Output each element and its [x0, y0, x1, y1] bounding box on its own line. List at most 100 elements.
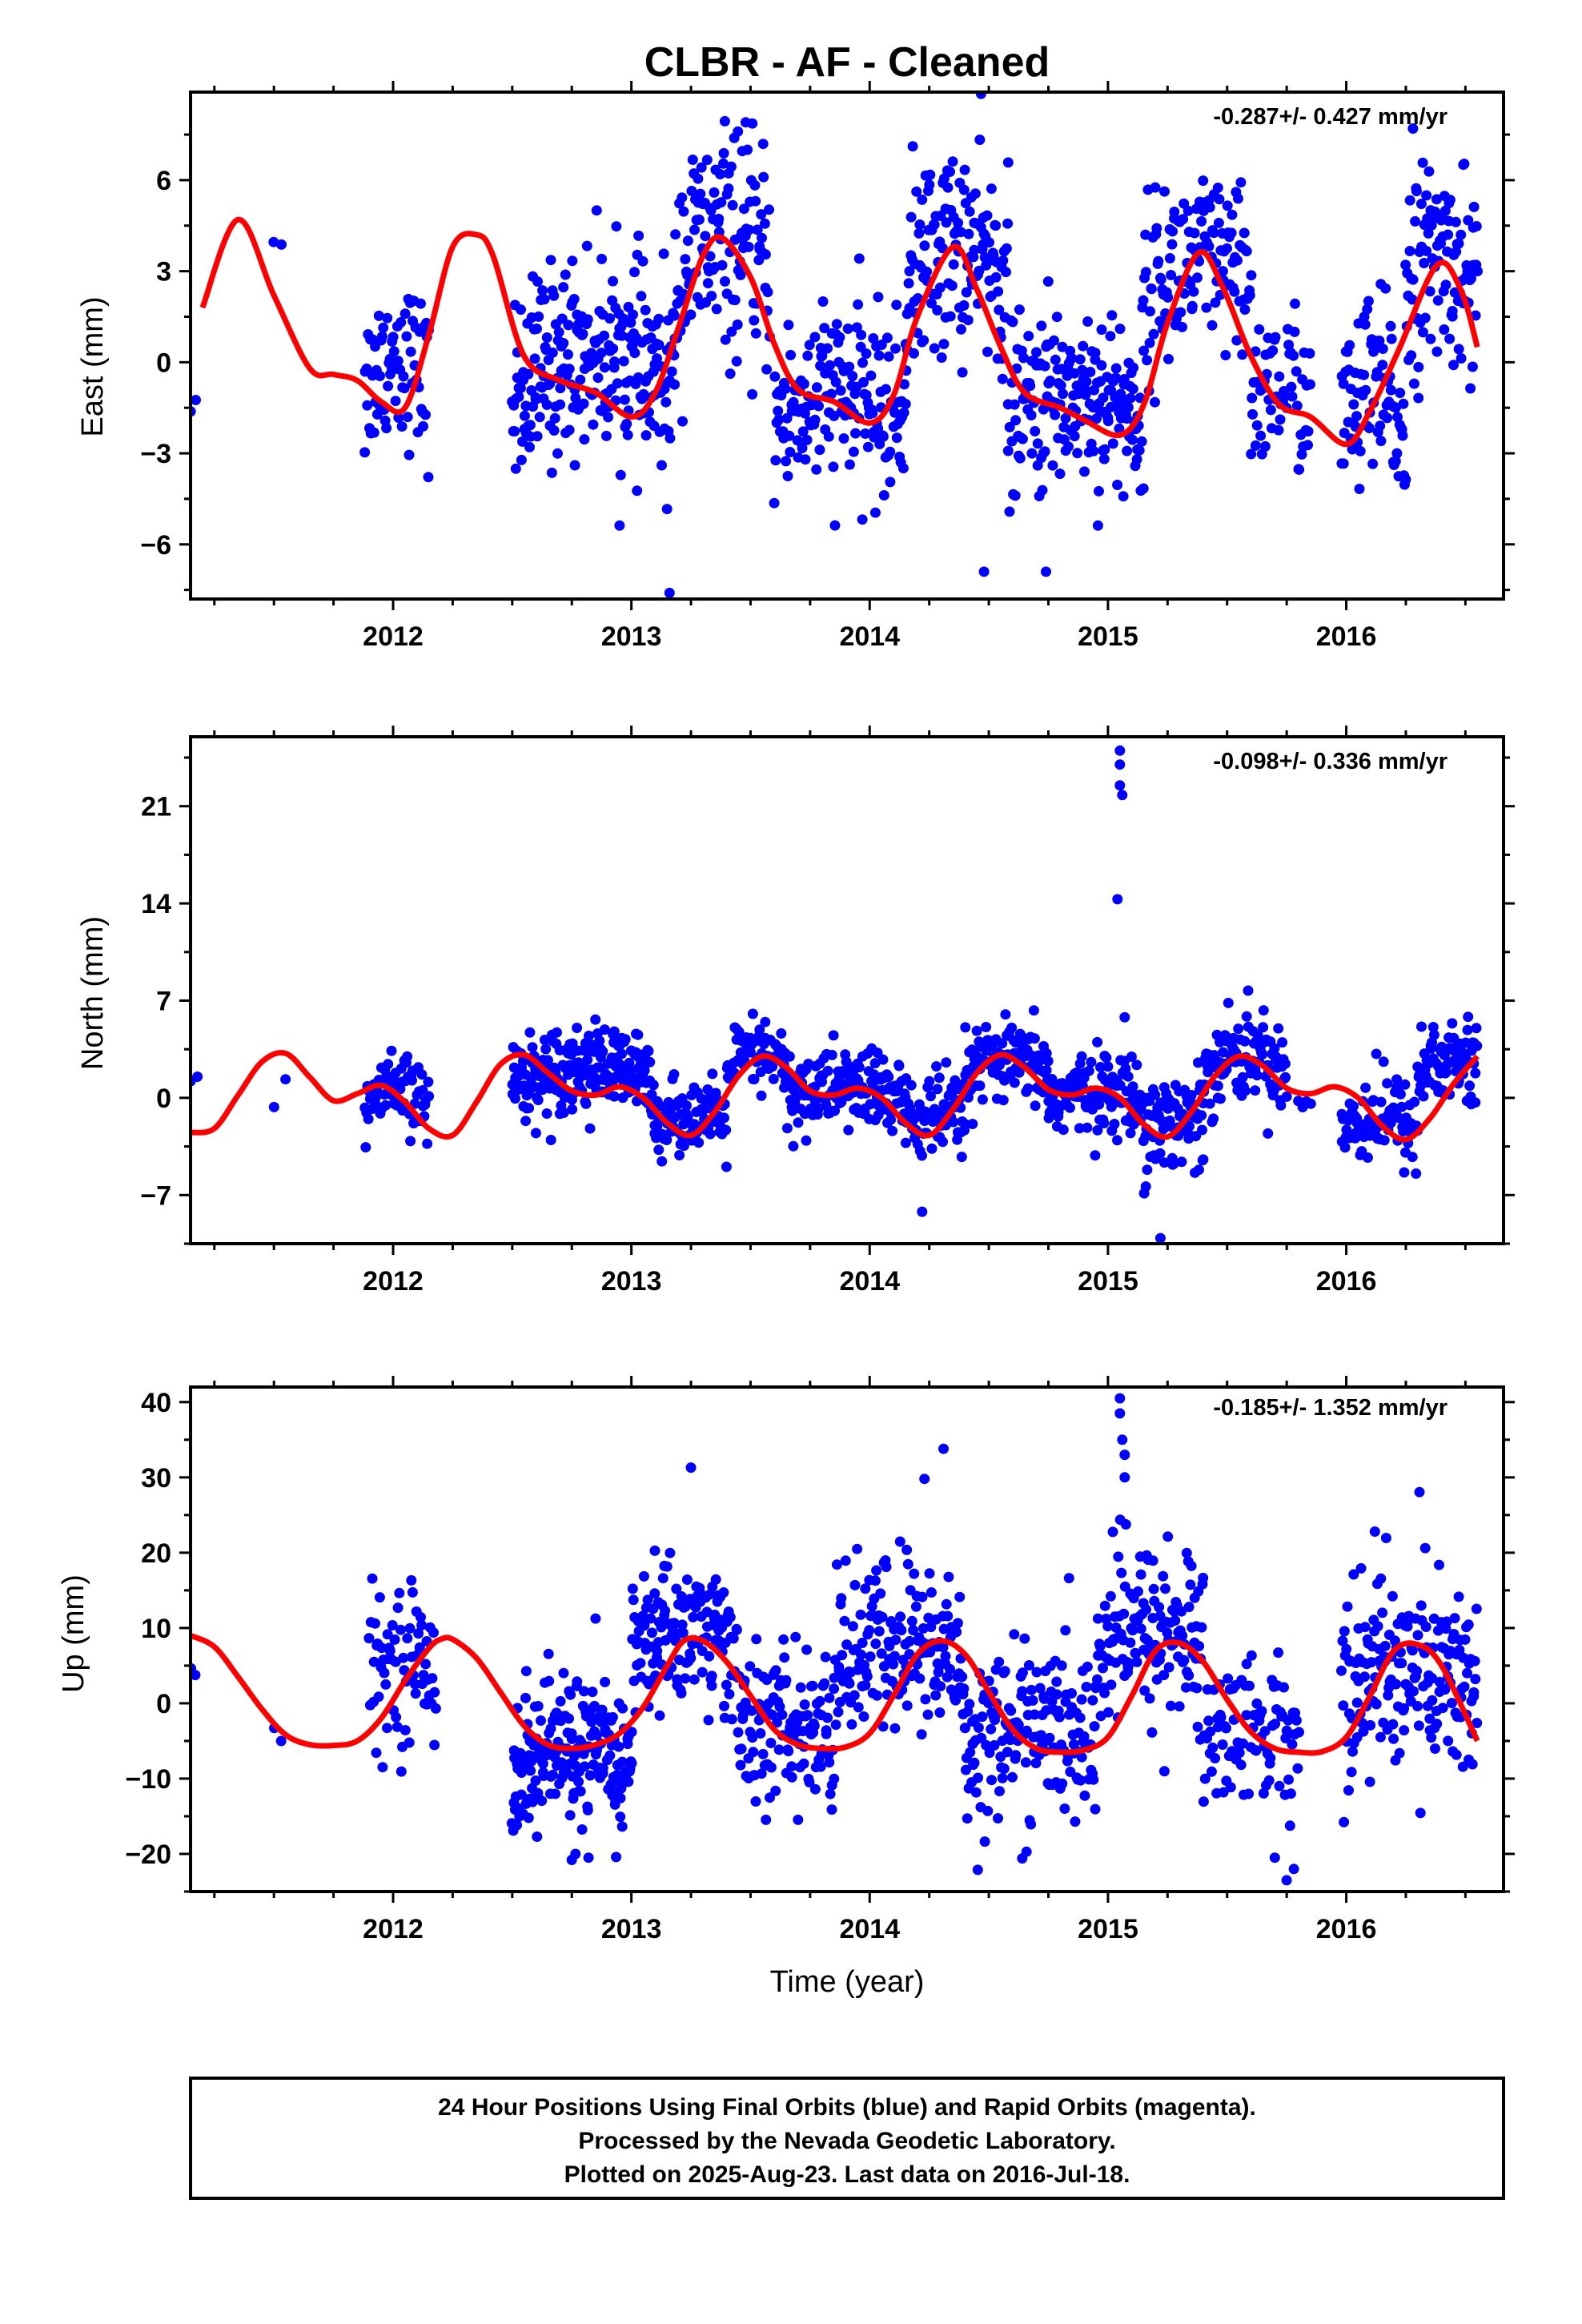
- east-data-point: [608, 275, 618, 287]
- up-data-point: [770, 1785, 781, 1796]
- north-data-point: [1140, 1181, 1151, 1192]
- east-data-point: [1421, 190, 1432, 201]
- east-data-point: [811, 382, 822, 393]
- east-data-point: [1164, 253, 1175, 263]
- up-data-point: [1371, 1699, 1382, 1710]
- up-data-point: [831, 1559, 842, 1570]
- east-data-point: [716, 197, 727, 208]
- up-data-point: [428, 1627, 439, 1638]
- east-data-point: [1362, 304, 1373, 315]
- up-data-point: [1017, 1667, 1028, 1679]
- north-data-point: [853, 1062, 865, 1073]
- east-ylabel: East (mm): [76, 296, 110, 436]
- up-fit-curve: [191, 1633, 1480, 1756]
- east-data-point: [738, 203, 749, 215]
- up-data-point: [1176, 1606, 1187, 1617]
- east-data-point: [733, 126, 744, 137]
- east-data-point: [368, 427, 379, 438]
- east-data-point: [723, 183, 734, 194]
- east-x-tick-label: 2012: [363, 621, 424, 652]
- north-data-point: [1463, 1011, 1474, 1023]
- up-data-point: [1116, 1567, 1127, 1578]
- up-data-point: [840, 1555, 851, 1566]
- east-y-tick-label: 6: [156, 166, 171, 196]
- north-x-tick-label: 2014: [839, 1266, 900, 1297]
- east-data-point: [938, 339, 950, 350]
- east-data-point: [640, 304, 651, 316]
- up-data-point: [1412, 1630, 1423, 1641]
- north-data-point: [597, 1046, 608, 1057]
- up-data-point: [721, 1679, 732, 1691]
- up-data-point: [901, 1700, 913, 1711]
- north-data-point: [520, 1116, 532, 1127]
- east-data-point: [548, 425, 560, 436]
- north-data-point: [997, 1038, 1008, 1049]
- up-data-point: [1056, 1660, 1067, 1671]
- east-data-point: [1231, 335, 1243, 346]
- up-data-point: [1351, 1697, 1363, 1708]
- up-data-point: [611, 1852, 622, 1863]
- north-data-point: [1239, 1035, 1251, 1047]
- east-data-point: [1470, 310, 1481, 321]
- east-data-point: [1055, 380, 1066, 391]
- east-data-point: [1213, 217, 1224, 228]
- north-data-point: [678, 1140, 689, 1152]
- east-data-point: [1138, 483, 1149, 494]
- up-data-point: [940, 1651, 951, 1662]
- up-y-tick-label: 20: [141, 1538, 171, 1569]
- east-data-point: [1078, 340, 1089, 352]
- up-data-point: [1146, 1727, 1158, 1738]
- east-data-point: [636, 291, 647, 302]
- up-data-point: [669, 1618, 680, 1629]
- up-data-point: [1074, 1712, 1086, 1723]
- up-data-point: [938, 1443, 949, 1454]
- north-data-point: [1112, 894, 1123, 905]
- up-data-point: [377, 1762, 388, 1773]
- east-data-point: [1395, 388, 1406, 399]
- east-data-point: [622, 429, 633, 440]
- north-data-point: [1212, 1080, 1223, 1092]
- up-data-point: [994, 1656, 1005, 1667]
- east-data-point: [1131, 454, 1142, 465]
- up-data-point: [774, 1701, 785, 1712]
- east-data-point: [510, 463, 521, 474]
- east-data-point: [658, 248, 669, 259]
- up-data-point: [957, 1671, 968, 1683]
- east-data-point: [621, 418, 632, 429]
- east-data-point: [718, 158, 729, 169]
- up-data-point: [1031, 1667, 1042, 1678]
- east-data-point: [1025, 380, 1036, 392]
- east-data-point: [814, 444, 825, 456]
- east-data-point: [1178, 214, 1189, 225]
- north-data-point: [1109, 1119, 1120, 1129]
- up-data-point: [579, 1761, 590, 1772]
- up-data-point: [1103, 1707, 1114, 1718]
- east-data-point: [1054, 468, 1066, 480]
- east-data-point: [1247, 392, 1258, 404]
- up-data-point: [829, 1683, 840, 1695]
- up-data-point: [1339, 1626, 1350, 1637]
- up-data-point: [916, 1729, 927, 1740]
- east-data-point: [387, 332, 399, 343]
- east-data-point: [921, 266, 933, 277]
- east-data-point: [1144, 337, 1155, 348]
- east-data-point: [1127, 384, 1138, 395]
- east-data-point: [735, 269, 746, 280]
- east-data-point: [1050, 354, 1061, 365]
- up-data-point: [877, 1721, 889, 1732]
- east-data-point: [1288, 350, 1299, 361]
- east-data-point: [689, 224, 700, 235]
- up-y-tick-label: −10: [125, 1764, 171, 1795]
- east-data-point: [378, 322, 389, 333]
- up-data-point: [844, 1678, 855, 1689]
- east-data-point: [850, 428, 861, 439]
- up-x-tick-label: 2012: [363, 1914, 424, 1944]
- up-data-point: [1287, 1739, 1298, 1750]
- up-data-point: [710, 1574, 721, 1585]
- east-data-point: [1348, 399, 1359, 410]
- up-data-point: [1026, 1684, 1037, 1695]
- east-data-point: [1212, 183, 1223, 193]
- up-data-point: [536, 1795, 548, 1807]
- east-data-point: [974, 135, 986, 145]
- east-data-point: [1413, 361, 1424, 372]
